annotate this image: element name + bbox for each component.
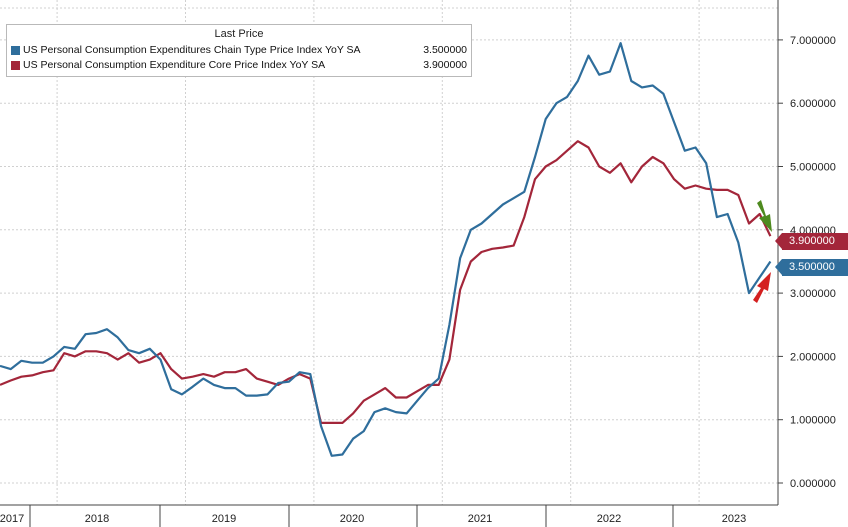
legend-item-name: US Personal Consumption Expenditures Cha… bbox=[23, 44, 361, 56]
legend-item-value: 3.500000 bbox=[423, 44, 467, 56]
series-line-core bbox=[0, 140, 772, 424]
x-tick-label: 2019 bbox=[212, 513, 236, 525]
tag-pointer bbox=[775, 232, 782, 249]
legend-title: Last Price bbox=[214, 28, 264, 40]
legend: Last Price US Personal Consumption Expen… bbox=[6, 24, 472, 77]
legend-swatch-headline bbox=[11, 46, 20, 55]
y-tick-label: 6.000000 bbox=[790, 98, 836, 110]
series-line-headline bbox=[0, 41, 772, 457]
y-tick-label: 5.000000 bbox=[790, 162, 836, 174]
legend-swatch-core bbox=[11, 61, 20, 70]
x-tick-label: 2023 bbox=[722, 513, 746, 525]
legend-item-value: 3.900000 bbox=[423, 59, 467, 71]
legend-item-name: US Personal Consumption Expenditure Core… bbox=[23, 59, 326, 71]
x-tick-label: 2021 bbox=[468, 513, 492, 525]
x-tick-label: 2022 bbox=[597, 513, 621, 525]
legend-item-headline: US Personal Consumption Expenditures Cha… bbox=[11, 44, 467, 57]
y-tick-label: 3.000000 bbox=[790, 288, 836, 300]
annotation-arrows bbox=[753, 200, 772, 303]
x-tick-label: 2017 bbox=[0, 513, 24, 525]
y-tick-label: 7.000000 bbox=[790, 35, 836, 47]
series-lines bbox=[0, 41, 772, 457]
last-value-tag-core: 3.900000 bbox=[775, 232, 848, 250]
x-tick-label: 2018 bbox=[85, 513, 109, 525]
y-tick-label: 2.000000 bbox=[790, 351, 836, 363]
tag-pointer bbox=[775, 258, 782, 275]
last-value-tag-headline: 3.500000 bbox=[775, 258, 848, 276]
arrow-up-icon bbox=[753, 272, 771, 303]
y-tick-label: 0.000000 bbox=[790, 478, 836, 490]
arrow-down-icon bbox=[757, 200, 772, 232]
gridlines bbox=[0, 0, 778, 505]
y-tick-label: 1.000000 bbox=[790, 415, 836, 427]
x-tick-label: 2020 bbox=[340, 513, 364, 525]
legend-item-core: US Personal Consumption Expenditure Core… bbox=[11, 59, 467, 72]
